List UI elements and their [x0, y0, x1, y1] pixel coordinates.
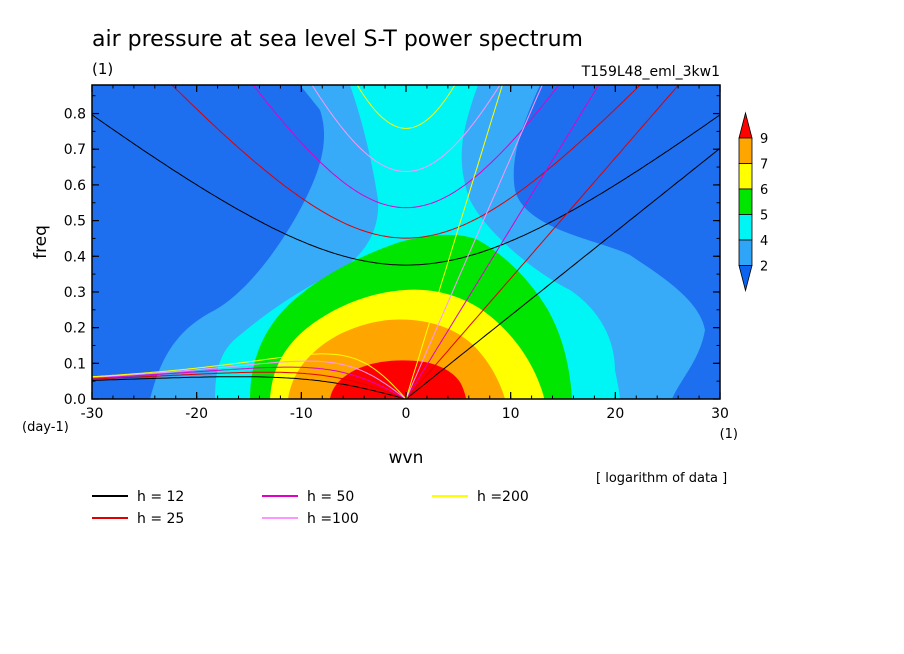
- gravity-curve-h12: [92, 114, 720, 266]
- colorbar-label: 7: [760, 158, 768, 173]
- kelvin-curve-h100: [405, 85, 543, 399]
- rossby-curve-h12: [92, 376, 407, 399]
- colorbar-segment: [738, 214, 753, 241]
- x-tick-label: 0: [402, 406, 411, 422]
- y-tick-label: 0.6: [64, 178, 86, 194]
- x-tick-label: -30: [81, 406, 104, 422]
- y-tick-label: 0.5: [64, 214, 86, 230]
- colorbar-low-arrow: [738, 265, 753, 293]
- x-tick-label: 20: [606, 406, 624, 422]
- x-tick-label: 30: [711, 406, 729, 422]
- chart-title: air pressure at sea level S-T power spec…: [92, 27, 583, 52]
- kelvin-curve-h50: [405, 85, 600, 399]
- y-axis: 0.0 0.1 0.2 0.3 0.4 0.5 0.6 0.7 0.8: [64, 95, 720, 408]
- y-tick-label: 0.1: [64, 356, 86, 372]
- gravity-curve-h100: [311, 85, 501, 172]
- y-tick-label: 0.7: [64, 142, 86, 158]
- colorbar-label: 4: [760, 234, 768, 249]
- y-tick-label: 0.8: [64, 107, 86, 123]
- units-label: (1): [92, 60, 113, 78]
- log-note: [ logarithm of data ]: [596, 471, 727, 486]
- contour-gt9: [330, 360, 466, 399]
- legend-label: h = 25: [137, 511, 184, 527]
- colorbar-label: 5: [760, 209, 768, 224]
- legend-label: h = 12: [137, 489, 184, 505]
- kelvin-curve-h200: [405, 85, 503, 399]
- gravity-curve-h200: [356, 85, 456, 129]
- gravity-curve-h50: [252, 85, 560, 209]
- x-tick-label: -20: [185, 406, 208, 422]
- colorbar-label: 6: [760, 183, 768, 198]
- colorbar-segment: [738, 239, 753, 266]
- legend-label: h = 50: [307, 489, 354, 505]
- legend-label: h =200: [477, 489, 529, 505]
- y-axis-label: freq: [31, 225, 51, 259]
- colorbar: 9 7 6 5 4 2: [738, 111, 768, 293]
- colorbar-segment: [738, 188, 753, 215]
- kelvin-curve-h25: [405, 85, 680, 399]
- rossby-curve-h25: [92, 371, 407, 399]
- x-axis-label: wvn: [389, 448, 424, 468]
- y-tick-label: 0.4: [64, 249, 86, 265]
- colorbar-label: 9: [760, 132, 768, 147]
- x-unit-label: (1): [720, 427, 738, 442]
- rossby-curve-h100: [92, 360, 407, 399]
- colorbar-label: 2: [760, 260, 768, 275]
- run-label: T159L48_eml_3kw1: [581, 64, 720, 80]
- y-unit-label: (day-1): [22, 420, 69, 435]
- dispersion-curves: [92, 85, 720, 399]
- colorbar-segment: [738, 137, 753, 164]
- colorbar-segment: [738, 163, 753, 190]
- y-tick-label: 0.2: [64, 321, 86, 337]
- legend-label: h =100: [307, 511, 359, 527]
- colorbar-high-arrow: [738, 111, 753, 139]
- rossby-curve-h50: [92, 366, 407, 399]
- x-tick-label: 10: [502, 406, 520, 422]
- curve-legend: h = 12 h = 25 h = 50 h =100 h =200: [92, 489, 529, 527]
- rossby-curve-h200: [92, 353, 407, 399]
- x-tick-label: -10: [290, 406, 313, 422]
- x-axis: -30 -20 -10 0 10 20 30: [81, 85, 729, 422]
- plot-area: [92, 85, 720, 399]
- kelvin-curve-h12: [405, 147, 720, 399]
- y-tick-label: 0.3: [64, 285, 86, 301]
- gravity-curve-h25: [171, 85, 641, 239]
- y-tick-label: 0.0: [64, 392, 86, 408]
